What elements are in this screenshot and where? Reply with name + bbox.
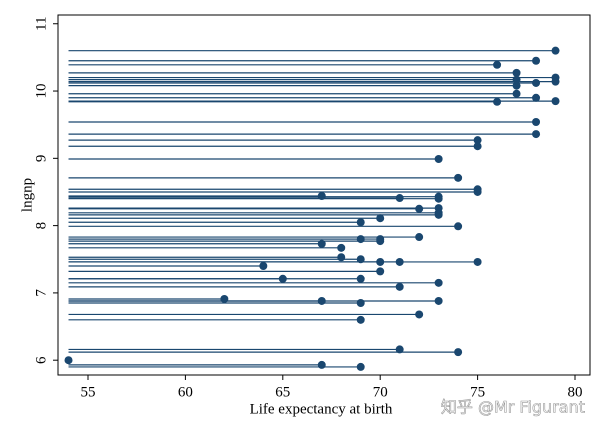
point — [434, 155, 443, 163]
point — [259, 261, 268, 270]
y-tick-label: 8 — [33, 222, 49, 230]
point — [512, 81, 521, 90]
point — [317, 296, 326, 305]
point — [512, 68, 521, 77]
point — [356, 362, 365, 371]
point — [473, 187, 482, 196]
point — [532, 56, 541, 65]
point — [220, 294, 229, 303]
point — [64, 356, 73, 365]
point — [395, 345, 404, 354]
point — [454, 173, 463, 182]
x-axis-label: Life expectancy at birth — [250, 401, 393, 417]
point — [337, 253, 346, 262]
x-tick-label: 60 — [178, 384, 193, 400]
y-tick-label: 11 — [33, 17, 49, 31]
point — [532, 78, 541, 87]
y-tick-label: 6 — [33, 356, 49, 364]
x-tick-label: 55 — [80, 384, 95, 400]
point — [434, 210, 443, 219]
point — [356, 235, 365, 244]
x-tick-label: 70 — [373, 384, 388, 400]
point — [317, 192, 326, 201]
point — [337, 243, 346, 252]
point — [473, 142, 482, 151]
point — [512, 75, 521, 84]
y-tick-label: 9 — [33, 155, 49, 163]
point — [551, 77, 560, 86]
x-tick-label: 75 — [470, 384, 485, 400]
point — [415, 310, 424, 319]
y-tick-label: 10 — [33, 84, 49, 99]
point — [532, 117, 541, 126]
point — [454, 348, 463, 357]
watermark: 知乎 @Mr Figurant — [441, 398, 585, 417]
point — [434, 278, 443, 287]
point — [434, 296, 443, 305]
point — [356, 218, 365, 227]
y-axis-label: lngnp — [19, 178, 35, 212]
y-tick-label: 7 — [33, 289, 49, 297]
point — [278, 274, 287, 283]
point — [395, 282, 404, 291]
x-tick-label: 80 — [568, 384, 583, 400]
point — [434, 194, 443, 203]
point — [317, 239, 326, 248]
point — [356, 274, 365, 283]
point — [473, 136, 482, 145]
point — [395, 257, 404, 266]
point — [356, 255, 365, 264]
point — [376, 237, 385, 246]
point — [551, 97, 560, 106]
x-tick-label: 65 — [275, 384, 290, 400]
point — [551, 46, 560, 55]
point — [512, 89, 521, 98]
point — [395, 194, 404, 203]
point — [376, 267, 385, 276]
point — [493, 97, 502, 106]
point — [415, 204, 424, 213]
point — [532, 130, 541, 139]
point — [356, 299, 365, 307]
point — [415, 233, 424, 242]
point — [317, 360, 326, 369]
point — [473, 257, 482, 266]
point — [356, 315, 365, 324]
point — [532, 93, 541, 102]
point — [376, 257, 385, 266]
point — [376, 214, 385, 223]
point — [493, 60, 502, 69]
point — [454, 222, 463, 231]
